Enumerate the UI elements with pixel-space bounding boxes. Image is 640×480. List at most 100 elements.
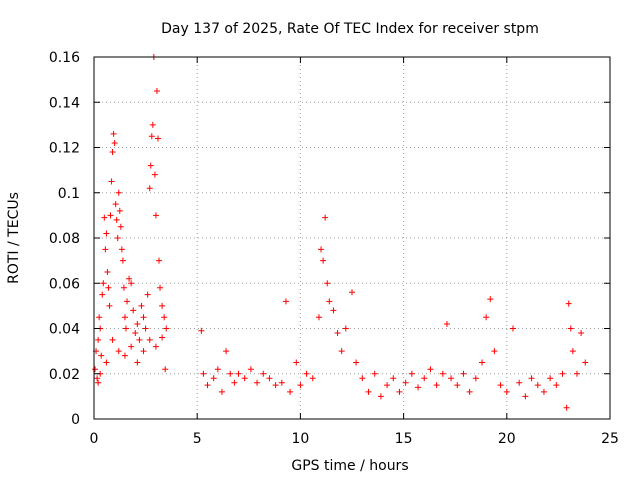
data-point [227, 370, 234, 377]
data-point [111, 139, 118, 146]
data-point [149, 121, 156, 128]
data-point [218, 388, 225, 395]
data-point [148, 133, 155, 140]
data-point [152, 212, 159, 219]
data-point [534, 382, 541, 389]
data-point [408, 370, 415, 377]
data-point [565, 300, 572, 307]
data-point [108, 178, 115, 185]
data-point [204, 382, 211, 389]
data-point [130, 307, 137, 314]
data-point [134, 359, 141, 366]
data-point [266, 375, 273, 382]
data-point [162, 366, 169, 373]
data-point [547, 375, 554, 382]
data-point [128, 280, 135, 287]
data-point [107, 212, 114, 219]
data-point [161, 314, 168, 321]
data-point [146, 336, 153, 343]
data-point [563, 404, 570, 411]
data-point [124, 298, 131, 305]
data-point [297, 382, 304, 389]
data-point [214, 366, 221, 373]
data-point [115, 348, 122, 355]
data-point [559, 370, 566, 377]
data-point [159, 334, 166, 341]
data-point [144, 291, 151, 298]
data-point [117, 223, 124, 230]
y-tick-label: 0.08 [49, 231, 80, 247]
data-point [509, 325, 516, 332]
data-point [105, 284, 112, 291]
tick-layer: 0 5 10 15 20 25 0 0.02 0.04 0.06 0.08 0.1 0.12 0.14 0.… [49, 50, 619, 447]
data-point [254, 379, 261, 386]
data-point [483, 314, 490, 321]
data-point [223, 348, 230, 355]
data-point [466, 388, 473, 395]
points-layer [92, 54, 589, 411]
data-point [278, 379, 285, 386]
data-point [365, 388, 372, 395]
data-point [136, 336, 143, 343]
data-point [118, 246, 125, 253]
data-point [198, 327, 205, 334]
data-point [119, 257, 126, 264]
data-point [142, 325, 149, 332]
data-point [415, 384, 422, 391]
data-point [103, 230, 110, 237]
data-point [491, 348, 498, 355]
data-point [115, 189, 122, 196]
data-point [100, 280, 107, 287]
data-point [138, 302, 145, 309]
data-point [153, 87, 160, 94]
data-point [146, 185, 153, 192]
data-point [156, 257, 163, 264]
data-point [371, 370, 378, 377]
data-point [121, 352, 128, 359]
data-point [472, 375, 479, 382]
data-point [132, 330, 139, 337]
data-point [109, 149, 116, 156]
data-point [540, 388, 547, 395]
data-point [210, 375, 217, 382]
data-point [303, 370, 310, 377]
data-point [448, 375, 455, 382]
data-point [322, 214, 329, 221]
data-point [101, 214, 108, 221]
data-point [497, 382, 504, 389]
data-point [479, 359, 486, 366]
y-tick-label: 0.04 [49, 322, 80, 338]
data-point [110, 130, 117, 137]
data-point [112, 201, 119, 208]
data-point [443, 320, 450, 327]
data-point [578, 330, 585, 337]
data-point [318, 246, 325, 253]
data-point [96, 314, 103, 321]
data-point [114, 235, 121, 241]
data-point [293, 359, 300, 366]
data-point [157, 284, 164, 291]
data-point [315, 314, 322, 321]
data-point [109, 336, 116, 343]
data-point [95, 336, 102, 343]
data-point [573, 370, 580, 377]
data-point [349, 289, 355, 296]
data-point [460, 370, 467, 377]
data-point [231, 379, 238, 386]
data-point [140, 348, 147, 355]
x-axis-title: GPS time / hours [291, 458, 408, 474]
data-point [95, 379, 102, 386]
data-point [272, 382, 279, 389]
data-point [338, 348, 345, 355]
data-point [342, 325, 349, 332]
data-point [516, 379, 523, 386]
data-point [260, 370, 267, 377]
data-point [121, 314, 128, 321]
y-tick-label: 0.02 [49, 367, 80, 383]
data-point [122, 325, 129, 332]
data-point [104, 268, 111, 275]
data-point [439, 370, 446, 377]
y-tick-label: 0.12 [49, 141, 80, 157]
data-point [390, 375, 397, 382]
data-point [396, 388, 403, 395]
